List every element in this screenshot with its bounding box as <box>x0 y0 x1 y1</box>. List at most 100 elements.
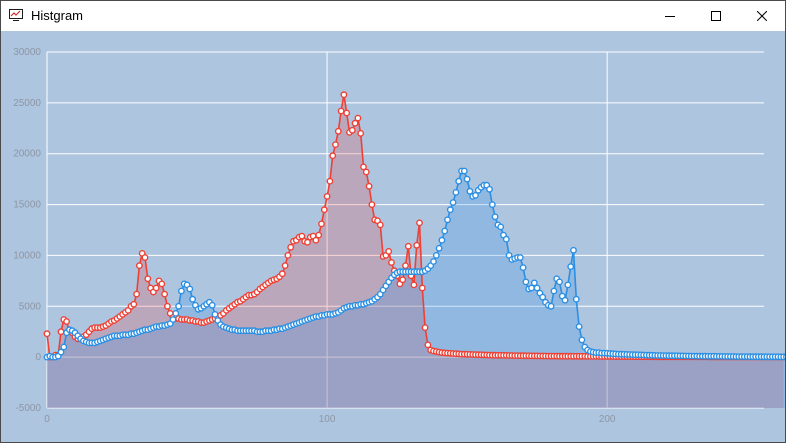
y-axis-ticks: 30000 25000 20000 15000 10000 5000 0 -5000 <box>13 47 41 414</box>
data-point <box>399 276 407 284</box>
data-point <box>278 270 286 278</box>
data-point <box>432 251 440 259</box>
y-tick-label: 20000 <box>13 149 41 160</box>
data-point <box>163 302 171 310</box>
data-point <box>413 241 421 249</box>
data-point <box>175 302 183 310</box>
title-bar[interactable]: Histgram <box>1 1 785 31</box>
data-point <box>463 175 471 183</box>
data-point <box>497 223 505 231</box>
data-point <box>418 284 426 292</box>
data-point <box>491 213 499 221</box>
maximize-icon <box>711 11 721 21</box>
data-point <box>144 275 152 283</box>
data-point <box>189 295 197 303</box>
series-area <box>47 171 785 408</box>
data-point <box>172 309 180 317</box>
data-point <box>287 243 295 251</box>
y-tick-label: 10000 <box>13 250 41 261</box>
data-point <box>522 278 530 286</box>
data-point <box>466 187 474 195</box>
data-point <box>572 295 580 303</box>
data-point <box>488 201 496 209</box>
close-button[interactable] <box>739 1 785 31</box>
data-point <box>337 107 345 115</box>
y-tick-label: 0 <box>35 352 41 363</box>
x-tick-label: 100 <box>319 414 336 425</box>
data-point <box>312 236 320 244</box>
data-point <box>410 281 418 289</box>
data-point <box>578 336 586 344</box>
data-point <box>519 264 527 272</box>
data-point <box>323 192 331 200</box>
data-point <box>556 278 563 286</box>
y-tick-label: 25000 <box>13 98 41 109</box>
data-point <box>424 341 432 349</box>
series-markers <box>43 167 785 361</box>
maximize-button[interactable] <box>693 1 739 31</box>
data-point <box>472 191 479 199</box>
data-point <box>63 318 70 325</box>
data-point <box>365 182 373 190</box>
data-point <box>455 177 463 185</box>
x-tick-label: 0 <box>44 414 50 425</box>
window-title: Histgram <box>31 8 84 23</box>
data-point <box>460 167 468 175</box>
data-point <box>435 244 443 252</box>
data-point <box>533 284 541 292</box>
close-icon <box>757 11 767 21</box>
y-tick-label: -5000 <box>15 403 41 414</box>
data-point <box>315 231 323 239</box>
data-point <box>351 119 359 127</box>
data-point <box>298 232 306 240</box>
y-tick-label: 30000 <box>13 47 41 58</box>
data-point <box>318 220 325 228</box>
data-point <box>169 316 177 323</box>
data-point <box>486 185 493 193</box>
data-point <box>550 287 558 295</box>
data-point <box>444 216 451 224</box>
data-point <box>539 293 547 301</box>
data-point <box>57 348 65 356</box>
data-point <box>567 263 575 271</box>
data-point <box>57 328 65 336</box>
data-point <box>152 284 160 292</box>
y-tick-label: 15000 <box>13 200 41 211</box>
data-point <box>329 152 337 160</box>
data-point <box>354 114 362 122</box>
x-axis-ticks: 0 100 200 <box>44 414 616 425</box>
data-point <box>547 302 555 310</box>
data-point <box>141 254 149 261</box>
data-point <box>404 242 412 250</box>
data-point <box>186 285 194 293</box>
data-point <box>575 323 583 330</box>
data-point <box>783 353 785 360</box>
data-point <box>502 235 510 243</box>
data-point <box>564 281 572 289</box>
data-point <box>421 324 429 331</box>
data-point <box>449 199 457 206</box>
data-point <box>376 221 384 229</box>
series-points <box>43 91 785 361</box>
data-point <box>570 246 577 254</box>
data-point <box>385 247 393 255</box>
grid-lines <box>46 51 764 409</box>
minimize-button[interactable] <box>647 1 693 31</box>
data-point <box>332 141 339 149</box>
data-point <box>43 330 51 338</box>
data-point <box>368 201 376 209</box>
data-point <box>438 236 446 244</box>
data-point <box>561 296 569 304</box>
minimize-icon <box>665 16 675 17</box>
data-point <box>360 163 367 171</box>
data-point <box>326 177 334 185</box>
data-point <box>362 168 370 176</box>
data-point <box>320 206 328 214</box>
data-point <box>161 290 169 298</box>
chart-area: 30000 25000 20000 15000 10000 5000 0 -5000 0 100… <box>1 31 785 442</box>
data-point <box>177 287 185 295</box>
data-point <box>530 279 538 287</box>
data-point <box>135 262 143 270</box>
data-point <box>281 262 289 270</box>
